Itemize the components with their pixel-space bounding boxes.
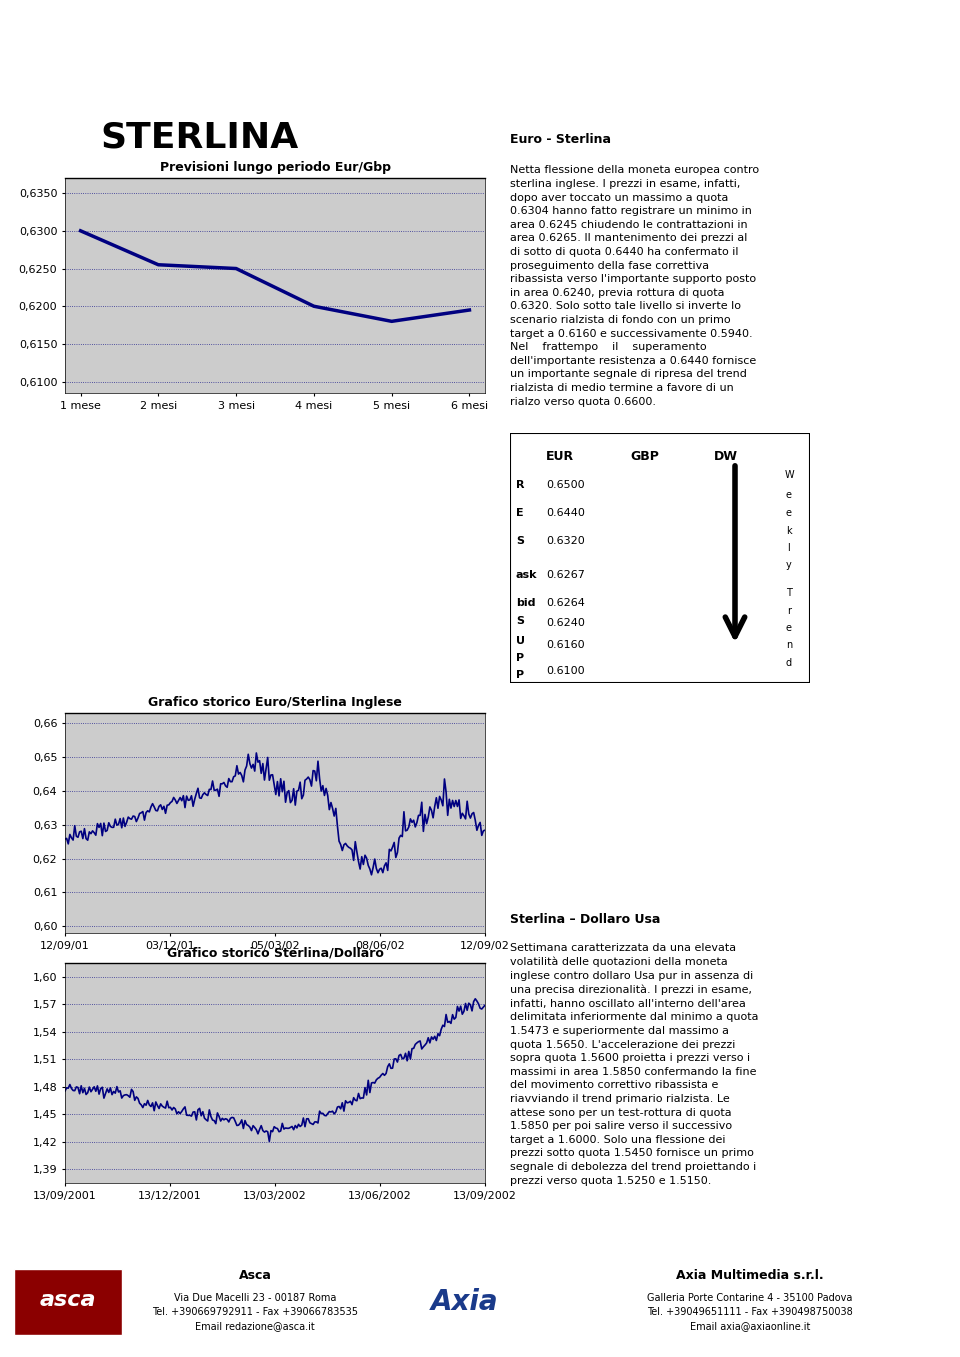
Text: asca: asca <box>39 1291 96 1310</box>
Text: d: d <box>786 658 792 668</box>
Text: e: e <box>786 490 792 501</box>
Text: Euro - Sterlina: Euro - Sterlina <box>510 133 611 147</box>
Text: r: r <box>787 605 791 616</box>
Text: 0.6100: 0.6100 <box>546 665 585 676</box>
Title: Grafico storico Euro/Sterlina Inglese: Grafico storico Euro/Sterlina Inglese <box>148 696 402 710</box>
Text: l: l <box>787 543 790 554</box>
Text: 0.6320: 0.6320 <box>546 536 585 546</box>
Text: e: e <box>786 623 792 632</box>
Text: DW: DW <box>714 451 738 464</box>
Text: GBP: GBP <box>630 451 659 464</box>
Text: Via Due Macelli 23 - 00187 Roma
Tel. +390669792911 - Fax +39066783535
Email reda: Via Due Macelli 23 - 00187 Roma Tel. +39… <box>152 1293 358 1331</box>
Text: STERLINA: STERLINA <box>101 121 299 155</box>
Text: ASCA - AXIA: ASCA - AXIA <box>10 27 152 47</box>
Text: T: T <box>786 588 792 598</box>
Text: bid: bid <box>516 598 536 608</box>
Text: e: e <box>786 508 792 518</box>
Text: Netta flessione della moneta europea contro
sterlina inglese. I prezzi in esame,: Netta flessione della moneta europea con… <box>510 166 759 407</box>
Text: U: U <box>516 635 525 646</box>
Text: Galleria Porte Contarine 4 - 35100 Padova
Tel. +39049651111 - Fax +390498750038
: Galleria Porte Contarine 4 - 35100 Padov… <box>647 1293 852 1331</box>
Text: k: k <box>786 525 792 536</box>
Text: ask: ask <box>516 570 538 581</box>
Text: EUR: EUR <box>546 451 574 464</box>
Text: Roma, 15/09/ 2002: Roma, 15/09/ 2002 <box>799 83 931 95</box>
Text: New@mail Valute e Paesi emergenti: New@mail Valute e Paesi emergenti <box>364 27 788 47</box>
Text: y: y <box>786 560 792 570</box>
Title: Previsioni lungo periodo Eur/Gbp: Previsioni lungo periodo Eur/Gbp <box>159 161 391 174</box>
Bar <box>14 1269 122 1335</box>
Text: 0.6440: 0.6440 <box>546 508 585 518</box>
Text: 0.6264: 0.6264 <box>546 598 585 608</box>
Text: Axia Multimedia s.r.l.: Axia Multimedia s.r.l. <box>676 1269 824 1282</box>
Text: 0.6160: 0.6160 <box>546 641 585 650</box>
Text: S: S <box>516 616 524 626</box>
Title: Grafico storico Sterlina/Dollaro: Grafico storico Sterlina/Dollaro <box>167 946 383 959</box>
Text: P: P <box>516 670 524 680</box>
Text: 0.6500: 0.6500 <box>546 480 585 490</box>
Text: 0.6240: 0.6240 <box>546 617 585 628</box>
Text: R: R <box>516 480 524 490</box>
Text: Settimana caratterizzata da una elevata
volatilità delle quotazioni della moneta: Settimana caratterizzata da una elevata … <box>510 943 758 1186</box>
Text: P: P <box>516 653 524 664</box>
Text: E: E <box>516 508 523 518</box>
Text: W: W <box>784 471 794 480</box>
Text: Asca: Asca <box>239 1269 272 1282</box>
Text: Sterlina – Dollaro Usa: Sterlina – Dollaro Usa <box>510 913 660 925</box>
Text: 0.6267: 0.6267 <box>546 570 585 581</box>
Text: Axia: Axia <box>431 1288 499 1316</box>
Text: n: n <box>786 641 792 650</box>
Text: S: S <box>516 536 524 546</box>
